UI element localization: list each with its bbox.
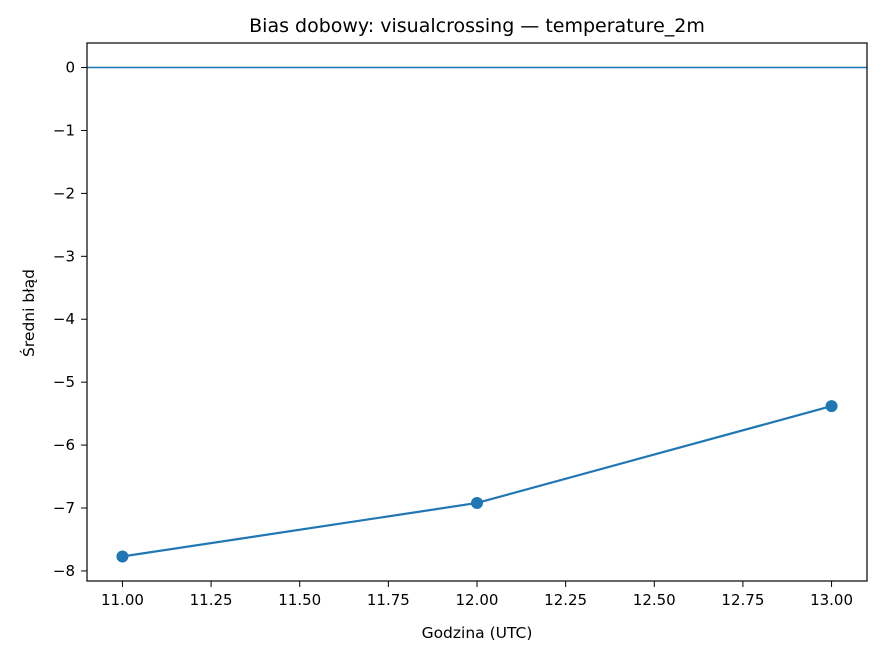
x-tick-label: 12.75: [721, 591, 764, 609]
data-point: [825, 400, 838, 413]
data-point: [116, 550, 129, 563]
data-point: [471, 496, 483, 509]
x-tick-label: 11.00: [101, 591, 144, 609]
x-tick-label: 11.25: [190, 591, 233, 609]
plot-area: 11.00 11.25 11.50 11.75 12.00 12.25 12.50 12.75…: [53, 42, 868, 609]
y-tick-label: −8: [53, 562, 75, 580]
chart-title: Bias dobowy: visualcrossing — temperatur…: [249, 15, 705, 37]
x-tick-label: 12.00: [456, 591, 499, 609]
y-tick-label: −3: [53, 247, 75, 265]
y-axis-label: Średni błąd: [19, 269, 38, 357]
x-tick-label: 12.50: [633, 591, 676, 609]
y-tick-label: −7: [53, 499, 75, 517]
x-axis-label: Godzina (UTC): [422, 624, 533, 642]
y-tick-label: −6: [53, 436, 75, 454]
y-tick-label: 0: [65, 59, 75, 77]
y-tick-label: −2: [53, 184, 75, 202]
x-tick-label: 12.25: [544, 591, 587, 609]
y-tick-label: −1: [53, 121, 75, 139]
x-tick-label: 11.50: [278, 591, 321, 609]
y-tick-label: −4: [53, 310, 75, 328]
x-tick-label: 11.75: [367, 591, 410, 609]
x-tick-label: 13.00: [810, 591, 853, 609]
y-tick-label: −5: [53, 373, 75, 391]
